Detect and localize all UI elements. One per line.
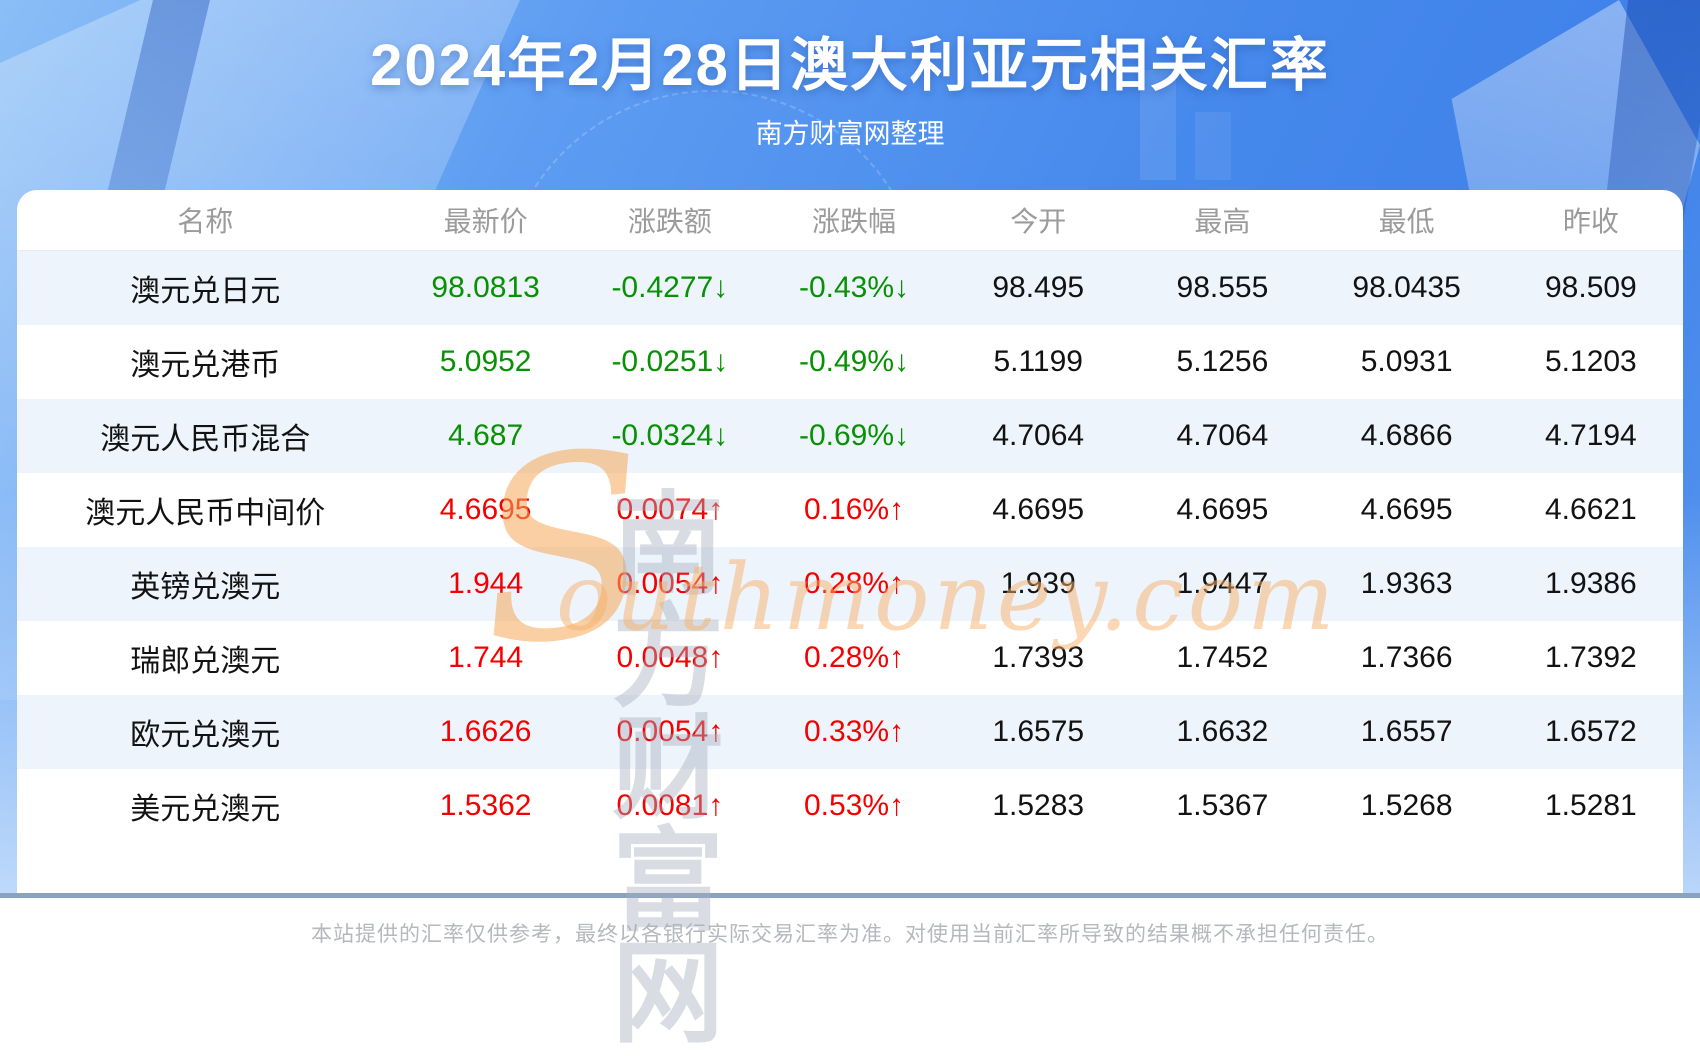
table-row: 澳元人民币混合 4.687 -0.0324↓ -0.69%↓ 4.7064 4.7064 4… — [17, 399, 1683, 473]
pair-name-cell: 澳元人民币混合 — [17, 399, 394, 473]
open-cell: 4.6695 — [992, 493, 1085, 526]
change-pct-cell: 0.28%↑ — [803, 641, 905, 674]
column-header-2: 涨跌额 — [577, 190, 762, 251]
table-row: 澳元兑港币 5.0952 -0.0251↓ -0.49%↓ 5.1199 5.1256 5.… — [17, 325, 1683, 399]
page-title: 2024年2月28日澳大利亚元相关汇率 — [370, 33, 1330, 98]
change-cell: 0.0054↑ — [577, 547, 762, 621]
high-cell: 98.555 — [1130, 250, 1315, 325]
change-pct-cell: 0.16%↑ — [803, 493, 905, 526]
low-cell: 98.0435 — [1314, 250, 1499, 325]
latest-cell: 1.5362 — [439, 789, 532, 822]
change-cell: 0.0081↑ — [616, 789, 724, 822]
pair-name-cell: 澳元兑港币 — [130, 349, 281, 382]
low-cell: 4.6695 — [1360, 493, 1453, 526]
change-cell: 0.0054↑ — [577, 695, 762, 769]
column-header-3: 涨跌幅 — [761, 190, 947, 251]
prev-close-cell: 4.6621 — [1544, 493, 1637, 526]
high-cell: 5.1256 — [1176, 345, 1269, 378]
latest-cell: 1.744 — [448, 641, 524, 674]
open-cell: 1.6575 — [946, 695, 1131, 769]
low-cell: 4.6866 — [1314, 399, 1499, 473]
column-header-0: 名称 — [17, 190, 394, 251]
disclaimer-text: 本站提供的汇率仅供参考，最终以各银行实际交易汇率为准。对使用当前汇率所导致的结果… — [311, 923, 1389, 946]
pair-name-cell: 澳元人民币中间价 — [85, 497, 326, 530]
latest-cell: 1.6626 — [393, 695, 578, 769]
rates-table: 名称 最新价 涨跌额 涨跌幅 今开 最高 最低 昨收 澳元兑日元 98.0813 -0.4277↓… — [17, 190, 1683, 843]
open-cell: 1.5283 — [992, 789, 1085, 822]
low-cell: 1.6557 — [1314, 695, 1499, 769]
latest-cell: 98.0813 — [393, 250, 578, 325]
change-pct-cell: 0.33%↑ — [761, 695, 947, 769]
column-header-7: 昨收 — [1498, 190, 1683, 251]
change-pct-cell: -0.43%↓ — [761, 250, 947, 325]
change-cell: 0.0074↑ — [616, 493, 724, 526]
prev-close-cell: 1.5281 — [1544, 789, 1637, 822]
high-cell: 1.5367 — [1176, 789, 1269, 822]
footer: 本站提供的汇率仅供参考，最终以各银行实际交易汇率为准。对使用当前汇率所导致的结果… — [0, 893, 1700, 1000]
change-pct-cell: -0.69%↓ — [761, 399, 947, 473]
table-row: 瑞郎兑澳元 1.744 0.0048↑ 0.28%↑ 1.7393 1.7452 1.736… — [17, 621, 1683, 695]
low-cell: 5.0931 — [1360, 345, 1453, 378]
high-cell: 4.7064 — [1130, 399, 1315, 473]
table-header-row: 名称 最新价 涨跌额 涨跌幅 今开 最高 最低 昨收 — [17, 190, 1683, 251]
page-subtitle: 南方财富网整理 — [755, 119, 945, 149]
open-cell: 4.7064 — [946, 399, 1131, 473]
column-header-4: 今开 — [946, 190, 1131, 251]
pair-name-cell: 美元兑澳元 — [130, 793, 281, 826]
change-cell: -0.0324↓ — [577, 399, 762, 473]
rates-card: 名称 最新价 涨跌额 涨跌幅 今开 最高 最低 昨收 澳元兑日元 98.0813 -0.4277↓… — [17, 190, 1683, 893]
rates-table-body: 澳元兑日元 98.0813 -0.4277↓ -0.43%↓ 98.495 98.555 9… — [17, 250, 1683, 844]
open-cell: 1.7393 — [992, 641, 1085, 674]
latest-cell: 5.0952 — [439, 345, 532, 378]
table-row: 英镑兑澳元 1.944 0.0054↑ 0.28%↑ 1.939 1.9447 1.9363… — [17, 547, 1683, 621]
open-cell: 98.495 — [946, 250, 1131, 325]
table-row: 澳元人民币中间价 4.6695 0.0074↑ 0.16%↑ 4.6695 4.6695 4… — [17, 473, 1683, 547]
low-cell: 1.5268 — [1360, 789, 1453, 822]
open-cell: 1.939 — [946, 547, 1131, 621]
prev-close-cell: 98.509 — [1498, 250, 1683, 325]
column-header-1: 最新价 — [393, 190, 578, 251]
high-cell: 1.6632 — [1130, 695, 1315, 769]
high-cell: 1.9447 — [1130, 547, 1315, 621]
latest-cell: 4.6695 — [439, 493, 532, 526]
table-row: 欧元兑澳元 1.6626 0.0054↑ 0.33%↑ 1.6575 1.6632 1.65… — [17, 695, 1683, 769]
prev-close-cell: 5.1203 — [1544, 345, 1637, 378]
change-pct-cell: -0.49%↓ — [798, 345, 910, 378]
column-header-6: 最低 — [1314, 190, 1499, 251]
high-cell: 1.7452 — [1176, 641, 1269, 674]
table-row: 澳元兑日元 98.0813 -0.4277↓ -0.43%↓ 98.495 98.555 9… — [17, 250, 1683, 325]
latest-cell: 1.944 — [393, 547, 578, 621]
pair-name-cell: 欧元兑澳元 — [17, 695, 394, 769]
pair-name-cell: 英镑兑澳元 — [17, 547, 394, 621]
column-header-5: 最高 — [1130, 190, 1315, 251]
low-cell: 1.7366 — [1360, 641, 1453, 674]
change-cell: 0.0048↑ — [616, 641, 724, 674]
latest-cell: 4.687 — [393, 399, 578, 473]
table-row: 美元兑澳元 1.5362 0.0081↑ 0.53%↑ 1.5283 1.5367 1.52… — [17, 769, 1683, 843]
prev-close-cell: 1.9386 — [1498, 547, 1683, 621]
prev-close-cell: 1.7392 — [1544, 641, 1637, 674]
prev-close-cell: 1.6572 — [1498, 695, 1683, 769]
change-cell: -0.4277↓ — [577, 250, 762, 325]
low-cell: 1.9363 — [1314, 547, 1499, 621]
pair-name-cell: 瑞郎兑澳元 — [130, 645, 281, 678]
open-cell: 5.1199 — [993, 345, 1083, 378]
change-cell: -0.0251↓ — [611, 345, 729, 378]
change-pct-cell: 0.53%↑ — [803, 789, 905, 822]
pair-name-cell: 澳元兑日元 — [17, 250, 394, 325]
prev-close-cell: 4.7194 — [1498, 399, 1683, 473]
change-pct-cell: 0.28%↑ — [761, 547, 947, 621]
high-cell: 4.6695 — [1176, 493, 1269, 526]
